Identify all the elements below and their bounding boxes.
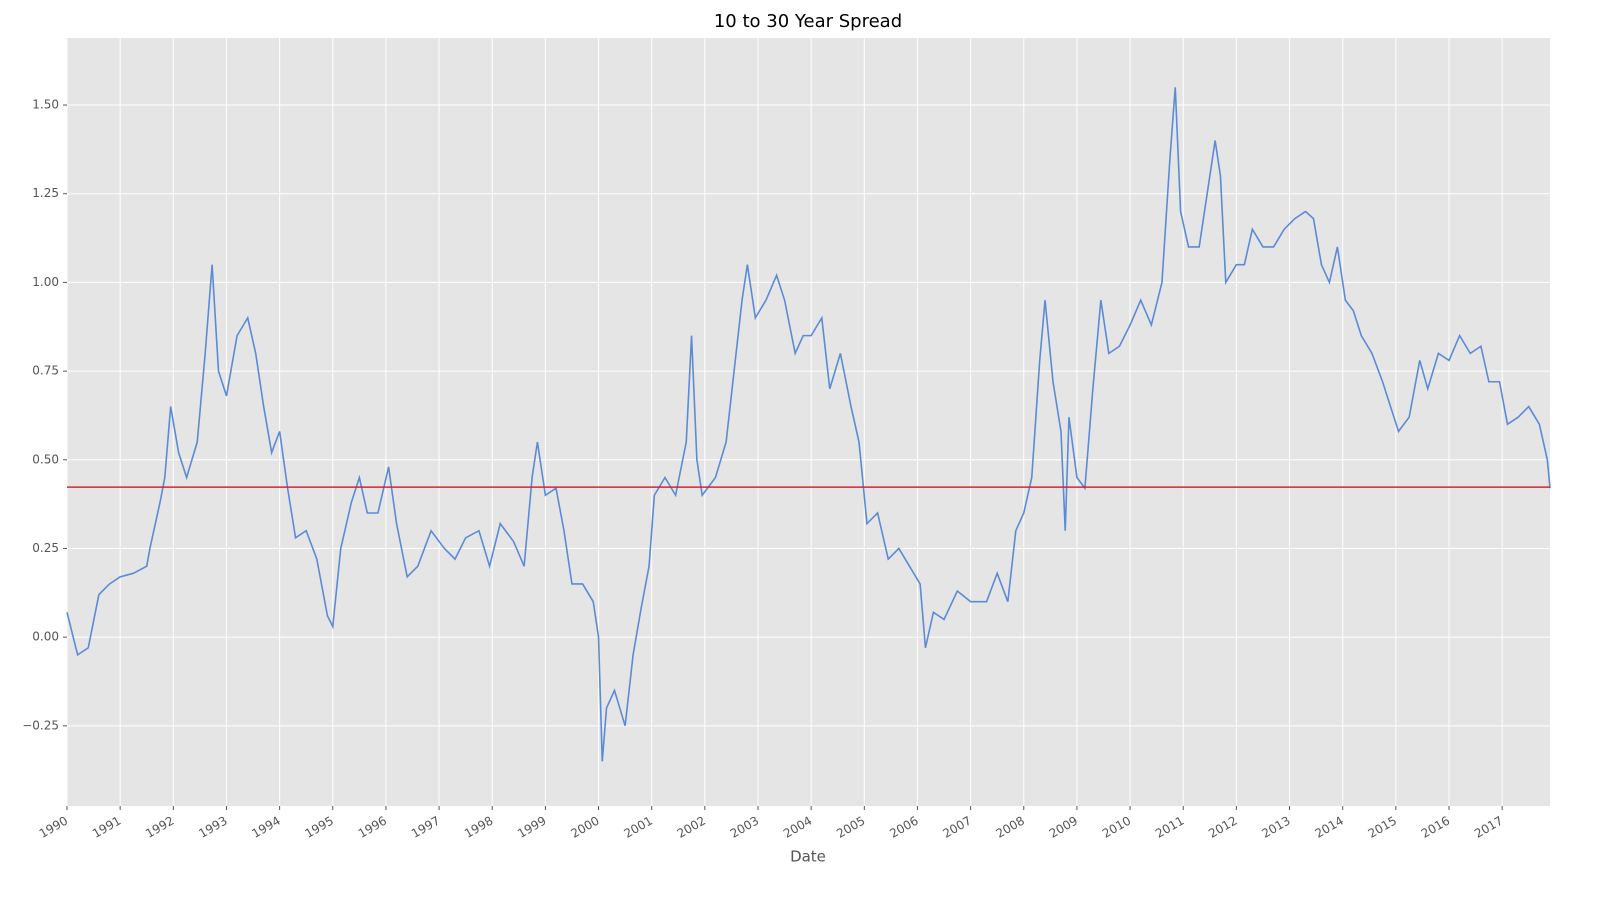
x-tick-label: 2012: [1206, 814, 1239, 841]
x-tick-label: 2008: [994, 814, 1027, 841]
x-tick-label: 2006: [887, 814, 920, 841]
x-tick-label: 2009: [1047, 814, 1080, 841]
y-tick-label: 1.50: [32, 98, 59, 112]
x-tick-label: 2011: [1153, 814, 1186, 841]
x-tick-label: 2001: [621, 814, 654, 841]
x-tick-label: 2000: [568, 814, 601, 841]
x-tick-label: 2016: [1419, 814, 1452, 841]
y-tick-label: −0.25: [22, 718, 59, 732]
x-tick-label: 2010: [1100, 814, 1133, 841]
grid: [66, 38, 1550, 806]
x-tick-label: 1994: [249, 814, 282, 841]
marks: [66, 87, 1551, 762]
x-tick-label: 1992: [143, 814, 176, 841]
x-tick-label: 2013: [1259, 814, 1292, 841]
y-tick-label: 0.00: [32, 630, 59, 644]
x-tick-label: 1991: [90, 814, 123, 841]
plot-area: [67, 38, 1550, 806]
x-tick-label: 2007: [940, 814, 973, 841]
x-tick-label: 1993: [196, 814, 229, 841]
x-tick-label: 2017: [1472, 814, 1505, 841]
series-line: [66, 87, 1551, 762]
x-tick-label: 1995: [303, 814, 336, 841]
x-axis-label: Date: [790, 848, 826, 866]
x-tick-label: 2014: [1312, 814, 1345, 841]
x-tick-label: 1997: [409, 814, 442, 841]
y-tick-label: 0.50: [32, 452, 59, 466]
chart-title: 10 to 30 Year Spread: [714, 11, 902, 32]
x-tick-label: 1999: [515, 814, 548, 841]
x-tick-label: 2005: [834, 814, 867, 841]
x-tick-label: 2015: [1366, 814, 1399, 841]
x-tick-label: 2002: [675, 814, 708, 841]
x-tick-label: 2003: [728, 814, 761, 841]
y-tick-label: 0.75: [32, 364, 59, 378]
x-tick-label: 1990: [37, 814, 70, 841]
x-tick-label: 1998: [462, 814, 495, 841]
y-tick-label: 1.25: [32, 186, 59, 200]
x-tick-label: 1996: [356, 814, 389, 841]
x-tick-label: 2004: [781, 814, 814, 841]
y-tick-label: 1.00: [32, 275, 59, 289]
y-tick-label: 0.25: [32, 541, 59, 555]
